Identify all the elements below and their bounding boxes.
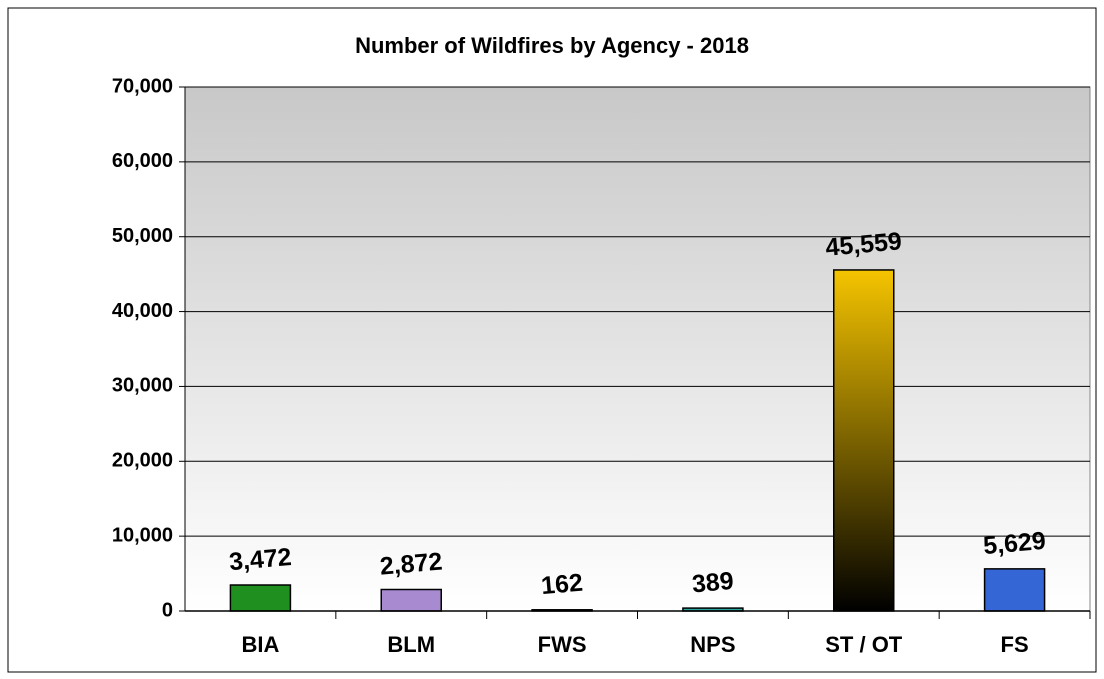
value-label: 3,472 <box>228 543 293 576</box>
value-label: 45,559 <box>824 227 903 262</box>
plot-area <box>184 86 1091 612</box>
y-tick-label: 60,000 <box>112 150 173 172</box>
bar <box>229 584 292 612</box>
value-label: 389 <box>691 567 735 599</box>
value-label: 162 <box>540 569 584 601</box>
y-tick-label: 70,000 <box>112 75 173 97</box>
value-label: 5,629 <box>982 527 1047 560</box>
y-tick-label: 10,000 <box>112 524 173 546</box>
bar <box>833 269 895 612</box>
y-tick-label: 30,000 <box>112 375 173 397</box>
y-tick-label: 0 <box>162 599 173 621</box>
value-label: 2,872 <box>379 547 444 580</box>
bar <box>380 588 442 612</box>
x-tick-label: FS <box>1001 632 1029 657</box>
x-tick-label: ST / OT <box>825 632 903 657</box>
x-tick-label: BIA <box>241 632 279 657</box>
x-tick-label: NPS <box>690 632 735 657</box>
x-tick-label: BLM <box>387 632 435 657</box>
y-tick-label: 20,000 <box>112 450 173 472</box>
y-tick-label: 40,000 <box>112 300 173 322</box>
x-tick-label: FWS <box>538 632 587 657</box>
bar <box>983 568 1046 612</box>
chart-title: Number of Wildfires by Agency - 2018 <box>355 33 749 58</box>
y-tick-label: 50,000 <box>112 225 173 247</box>
